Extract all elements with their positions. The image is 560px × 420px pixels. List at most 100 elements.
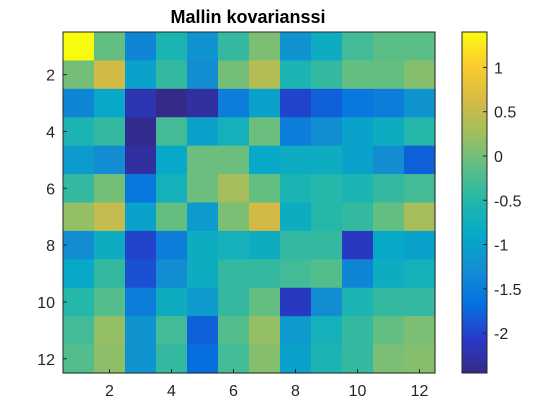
heatmap-cell — [249, 259, 281, 289]
heatmap-cell — [342, 32, 374, 62]
heatmap-cell — [404, 316, 436, 346]
heatmap-cell — [63, 202, 95, 232]
heatmap-cell — [187, 145, 219, 175]
heatmap-cell — [311, 287, 343, 317]
heatmap-cell — [156, 259, 188, 289]
heatmap-cell — [311, 174, 343, 204]
heatmap-cell — [404, 344, 436, 374]
heatmap-cell — [311, 316, 343, 346]
y-tick-label: 10 — [37, 295, 55, 312]
heatmap-cell — [94, 316, 126, 346]
heatmap-cell — [280, 88, 312, 118]
x-tick-label: 12 — [411, 383, 429, 400]
heatmap-cell — [156, 202, 188, 232]
heatmap-cell — [125, 259, 157, 289]
heatmap-cell — [156, 230, 188, 260]
heatmap-cell — [156, 145, 188, 175]
heatmap-cell — [373, 230, 405, 260]
heatmap-cell — [218, 230, 250, 260]
heatmap-cell — [218, 117, 250, 147]
heatmap-cell — [94, 344, 126, 374]
heatmap-cell — [342, 287, 374, 317]
heatmap — [63, 32, 436, 374]
heatmap-cell — [156, 32, 188, 62]
heatmap-cell — [342, 344, 374, 374]
heatmap-cell — [125, 287, 157, 317]
heatmap-cell — [63, 230, 95, 260]
heatmap-cell — [249, 230, 281, 260]
heatmap-cell — [342, 60, 374, 90]
heatmap-cell — [342, 316, 374, 346]
heatmap-cell — [218, 145, 250, 175]
heatmap-cell — [125, 230, 157, 260]
heatmap-cell — [249, 174, 281, 204]
heatmap-cell — [280, 230, 312, 260]
heatmap-cell — [125, 60, 157, 90]
heatmap-cell — [94, 88, 126, 118]
heatmap-cell — [311, 230, 343, 260]
heatmap-cell — [94, 259, 126, 289]
heatmap-cell — [125, 202, 157, 232]
heatmap-cell — [280, 32, 312, 62]
heatmap-cell — [63, 117, 95, 147]
heatmap-cell — [125, 316, 157, 346]
heatmap-cell — [218, 88, 250, 118]
heatmap-cell — [404, 287, 436, 317]
heatmap-cell — [311, 60, 343, 90]
heatmap-cell — [63, 316, 95, 346]
colorbar — [461, 31, 488, 374]
heatmap-cell — [342, 259, 374, 289]
heatmap-cell — [125, 174, 157, 204]
heatmap-cell — [342, 174, 374, 204]
heatmap-cell — [218, 287, 250, 317]
colorbar-tick-label: -0.5 — [494, 193, 522, 210]
heatmap-cell — [187, 32, 219, 62]
colorbar-ticks: 1 0.5 0 -0.5 -1 -1.5 -2 — [483, 60, 522, 343]
heatmap-cell — [373, 344, 405, 374]
heatmap-cell — [404, 32, 436, 62]
heatmap-cell — [280, 202, 312, 232]
plot-frame — [62, 31, 436, 374]
y-axis: 2 4 6 8 10 12 — [37, 68, 67, 369]
colorbar-tick-label: 0 — [494, 149, 503, 166]
heatmap-cell — [373, 287, 405, 317]
heatmap-cell — [187, 230, 219, 260]
heatmap-cell — [249, 202, 281, 232]
heatmap-cell — [187, 259, 219, 289]
heatmap-cell — [373, 259, 405, 289]
heatmap-cell — [63, 32, 95, 62]
heatmap-cell — [218, 259, 250, 289]
heatmap-cell — [342, 88, 374, 118]
heatmap-cell — [249, 145, 281, 175]
y-tick-label: 2 — [46, 68, 55, 85]
heatmap-cell — [249, 117, 281, 147]
colorbar-tick-label: 0.5 — [494, 105, 516, 122]
heatmap-cell — [187, 202, 219, 232]
heatmap-cell — [280, 174, 312, 204]
heatmap-cell — [187, 344, 219, 374]
heatmap-cell — [404, 60, 436, 90]
heatmap-cell — [125, 32, 157, 62]
heatmap-cell — [249, 88, 281, 118]
heatmap-cell — [156, 60, 188, 90]
heatmap-cell — [311, 202, 343, 232]
heatmap-cell — [94, 230, 126, 260]
heatmap-cell — [280, 316, 312, 346]
heatmap-cell — [218, 316, 250, 346]
heatmap-cell — [187, 60, 219, 90]
heatmap-cell — [404, 202, 436, 232]
heatmap-cell — [373, 32, 405, 62]
heatmap-cell — [125, 117, 157, 147]
heatmap-cell — [94, 287, 126, 317]
heatmap-cell — [63, 88, 95, 118]
heatmap-cell — [311, 259, 343, 289]
heatmap-cell — [249, 287, 281, 317]
heatmap-cell — [342, 230, 374, 260]
heatmap-cell — [249, 32, 281, 62]
heatmap-cell — [94, 202, 126, 232]
y-tick-label: 4 — [46, 124, 55, 141]
heatmap-cell — [63, 344, 95, 374]
heatmap-cell — [311, 88, 343, 118]
heatmap-cell — [404, 88, 436, 118]
heatmap-cell — [373, 174, 405, 204]
